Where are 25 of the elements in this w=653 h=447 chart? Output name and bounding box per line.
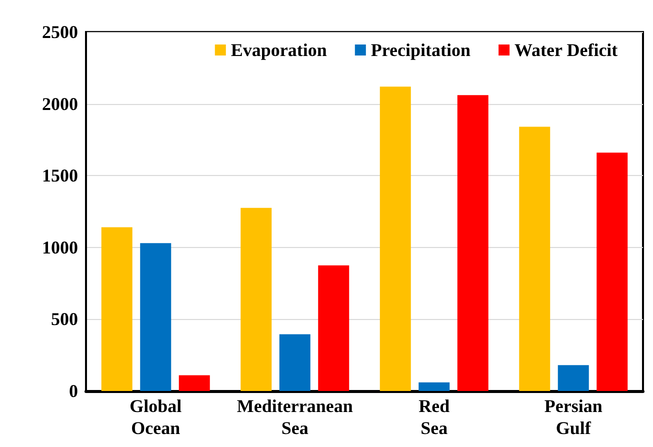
x-tick-label: Persian Gulf xyxy=(544,396,602,438)
x-tick-label: Global Ocean xyxy=(130,396,182,438)
bar xyxy=(418,382,450,391)
legend-label: Water Deficit xyxy=(514,40,618,60)
bar xyxy=(519,126,550,391)
y-tick-label: 2500 xyxy=(42,22,78,42)
bar xyxy=(380,86,411,391)
bar xyxy=(457,95,488,391)
legend-label: Precipitation xyxy=(370,40,471,60)
bar xyxy=(101,227,132,391)
bar xyxy=(279,334,310,391)
y-tick-label: 1500 xyxy=(42,166,78,186)
bar xyxy=(318,265,350,391)
bar xyxy=(178,375,210,391)
x-tick-label: Mediterranean Sea xyxy=(236,396,353,438)
x-tick-label: Red Sea xyxy=(418,396,450,438)
bar xyxy=(140,243,172,391)
legend-label: Evaporation xyxy=(230,40,327,60)
bar xyxy=(240,208,272,391)
bar xyxy=(596,152,628,391)
y-tick-label: 1000 xyxy=(42,237,78,258)
bar xyxy=(558,365,589,391)
y-tick-label: 500 xyxy=(51,309,78,330)
y-tick-label: 2000 xyxy=(42,94,78,114)
y-tick-label: 0 xyxy=(69,381,78,401)
